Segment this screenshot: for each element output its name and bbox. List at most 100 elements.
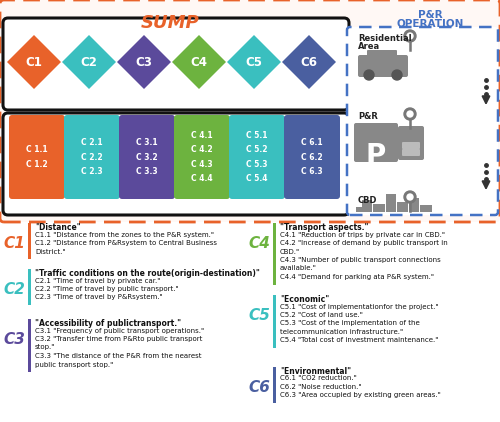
Text: OPERATION: OPERATION [396,19,464,29]
Text: P&R: P&R [358,112,378,121]
FancyBboxPatch shape [64,115,120,199]
FancyBboxPatch shape [9,115,65,199]
Circle shape [392,70,402,80]
FancyBboxPatch shape [284,115,340,199]
Circle shape [404,30,416,42]
Text: telecommunication infrastructure.": telecommunication infrastructure." [280,329,403,335]
Text: C2: C2 [80,56,98,68]
FancyBboxPatch shape [0,0,500,222]
Text: Residential: Residential [358,34,412,43]
Text: C6: C6 [300,56,318,68]
Text: CBD.": CBD." [280,249,300,254]
Text: C5: C5 [246,56,262,68]
Circle shape [407,33,413,39]
Text: C6: C6 [248,380,270,395]
Text: C3: C3 [136,56,152,68]
FancyBboxPatch shape [3,18,349,110]
Text: C4.2 "Increase of demand by public transport in: C4.2 "Increase of demand by public trans… [280,240,448,246]
FancyBboxPatch shape [347,27,498,215]
Text: available.": available." [280,265,317,271]
Text: C6.1 "CO2 reduction.": C6.1 "CO2 reduction." [280,376,357,381]
Text: C1.2 "Distance from P&Rsystem to Central Business: C1.2 "Distance from P&Rsystem to Central… [35,240,217,246]
Bar [273,367,276,403]
Text: C 2.1
C 2.2
C 2.3: C 2.1 C 2.2 C 2.3 [81,138,103,176]
Text: C3: C3 [3,332,25,347]
Text: C2.1 "Time of travel by private car.": C2.1 "Time of travel by private car." [35,278,160,284]
FancyBboxPatch shape [367,50,397,64]
Text: C1: C1 [26,56,42,68]
Bar [28,269,31,305]
FancyBboxPatch shape [402,149,420,156]
Text: C5.4 "Total cost of investment maintenance.": C5.4 "Total cost of investment maintenan… [280,338,438,344]
FancyBboxPatch shape [354,123,398,162]
Text: C4.1 "Reduction of trips by private car in CBD.": C4.1 "Reduction of trips by private car … [280,232,445,238]
FancyBboxPatch shape [398,126,424,160]
FancyBboxPatch shape [402,142,420,149]
Circle shape [364,70,374,80]
Text: C 4.1
C 4.2
C 4.3
C 4.4: C 4.1 C 4.2 C 4.3 C 4.4 [191,130,213,184]
Text: P&R: P&R [418,10,442,20]
Polygon shape [282,35,336,89]
Text: C5.3 "Cost of the implementation of the: C5.3 "Cost of the implementation of the [280,320,420,327]
Bar [28,223,31,259]
Text: C2.2 "Time of travel by public transport.": C2.2 "Time of travel by public transport… [35,286,178,292]
Text: C 1.1
C 1.2: C 1.1 C 1.2 [26,145,48,169]
Circle shape [407,111,413,117]
Bar [373,204,385,212]
FancyBboxPatch shape [174,115,230,199]
Bar [409,198,419,212]
Text: CBD: CBD [358,196,378,205]
Text: C4.4 "Demand for parking ata P&R system.": C4.4 "Demand for parking ata P&R system.… [280,274,434,280]
Text: C 5.1
C 5.2
C 5.3
C 5.4: C 5.1 C 5.2 C 5.3 C 5.4 [246,130,268,184]
Text: stop.": stop." [35,344,56,351]
Bar [362,200,372,212]
Text: C4: C4 [190,56,208,68]
Polygon shape [227,35,281,89]
Text: "Environmental": "Environmental" [280,367,351,376]
Bar [386,194,396,212]
Text: Area: Area [358,42,380,51]
Text: P: P [366,142,386,170]
Text: C2: C2 [3,282,25,297]
Text: C1: C1 [3,236,25,251]
Text: "Distance": "Distance" [35,223,81,232]
Bar [356,207,370,212]
Bar [397,202,408,212]
Circle shape [404,191,416,203]
Text: C 3.1
C 3.2
C 3.3: C 3.1 C 3.2 C 3.3 [136,138,158,176]
Polygon shape [62,35,116,89]
Text: C2.3 "Time of travel by P&Rsystem.": C2.3 "Time of travel by P&Rsystem." [35,295,162,300]
Polygon shape [117,35,171,89]
Text: "Traffic conditions on the route(origin-destination)": "Traffic conditions on the route(origin-… [35,269,260,278]
Text: "Economic": "Economic" [280,295,329,304]
FancyBboxPatch shape [3,113,349,215]
Circle shape [404,108,416,120]
FancyBboxPatch shape [358,55,408,77]
Text: C 6.1
C 6.2
C 6.3: C 6.1 C 6.2 C 6.3 [301,138,323,176]
Polygon shape [7,35,61,89]
Circle shape [407,194,413,200]
Text: SUMP: SUMP [140,14,200,32]
FancyBboxPatch shape [229,115,285,199]
FancyBboxPatch shape [119,115,175,199]
Text: C3.1 "Frequency of public transport operations.": C3.1 "Frequency of public transport oper… [35,327,204,333]
Bar [273,223,276,284]
Polygon shape [172,35,226,89]
Text: C5: C5 [248,308,270,323]
Text: public transport stop.": public transport stop." [35,362,113,368]
Bar [420,205,432,212]
Text: "Transport aspects.": "Transport aspects." [280,223,368,232]
Text: "Accessibility of publictransport.": "Accessibility of publictransport." [35,319,181,328]
Text: C3.3 "The distance of the P&R from the nearest: C3.3 "The distance of the P&R from the n… [35,353,202,359]
Text: C3.2 "Transfer time from P&Rto public transport: C3.2 "Transfer time from P&Rto public tr… [35,336,202,342]
Text: C4: C4 [248,236,270,251]
Bar [28,319,31,372]
Text: C6.2 "Noise reduction.": C6.2 "Noise reduction." [280,384,361,390]
Text: C5.2 "Cost of land use.": C5.2 "Cost of land use." [280,312,363,318]
Text: C5.1 "Cost of implementationfor the project.": C5.1 "Cost of implementationfor the proj… [280,303,438,309]
Text: C1.1 "Distance from the zones to the P&R system.": C1.1 "Distance from the zones to the P&R… [35,232,214,238]
Text: District.": District." [35,249,66,254]
Text: C6.3 "Area occupied by existing green areas.": C6.3 "Area occupied by existing green ar… [280,392,441,398]
Text: C4.3 "Number of public transport connections: C4.3 "Number of public transport connect… [280,257,441,263]
Bar [273,295,276,348]
